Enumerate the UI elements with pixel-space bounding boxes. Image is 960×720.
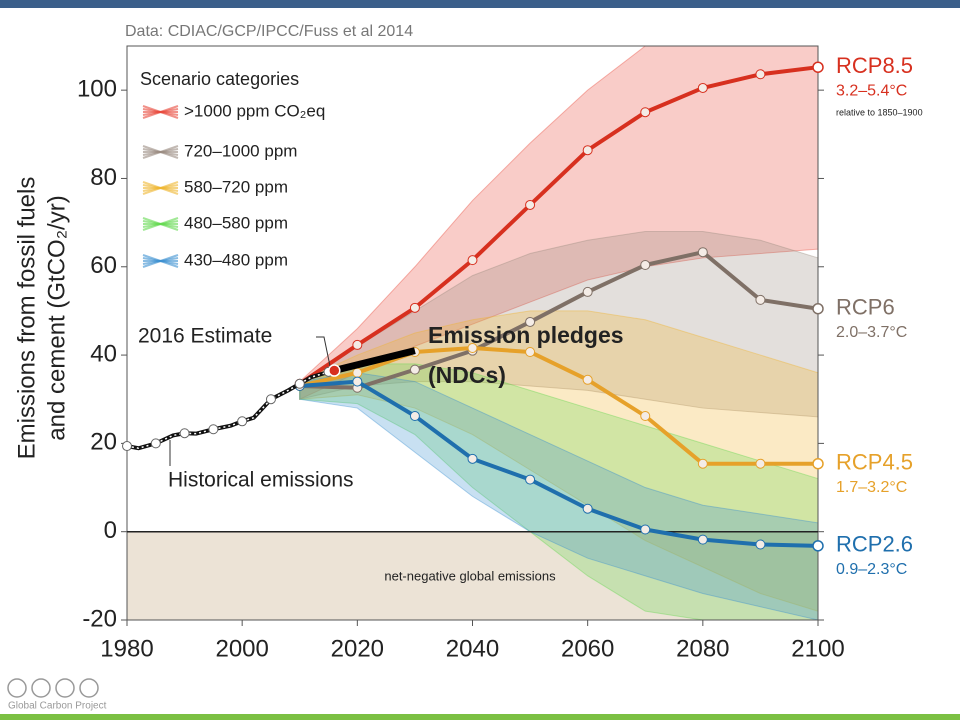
y-tick-label: 20 <box>90 429 117 456</box>
pledge-line <box>333 347 416 374</box>
series-point <box>640 260 651 271</box>
series-line <box>299 346 818 466</box>
y-axis-title: and cement (GtCO₂/yr) <box>43 195 70 440</box>
series-end <box>812 540 824 552</box>
legend-swatch <box>142 145 179 159</box>
legend-label: 580–720 ppm <box>184 177 288 196</box>
historical-point <box>150 438 161 449</box>
historical-point <box>294 378 305 389</box>
estimate-point <box>328 364 341 377</box>
series-point <box>409 364 420 375</box>
estimate-leader <box>316 336 331 368</box>
range-label: 0.9–2.3°C <box>836 561 907 578</box>
negative-region <box>127 531 818 620</box>
series-line <box>298 65 819 386</box>
series-point <box>582 145 593 156</box>
historical-point <box>208 424 219 435</box>
y-tick-label: 100 <box>77 75 117 102</box>
series-point <box>409 411 420 422</box>
series-point <box>525 199 536 210</box>
series-point <box>755 539 766 550</box>
series-point <box>697 82 708 93</box>
legend-label: RCP2.6 <box>836 532 913 557</box>
x-tick-label: 2060 <box>561 635 614 662</box>
series-point <box>697 247 708 258</box>
series-point <box>697 534 708 545</box>
historical-point <box>237 416 248 427</box>
historical-point <box>179 428 190 439</box>
source: Data: CDIAC/GCP/IPCC/Fuss et al 2014 <box>125 23 413 40</box>
legend-label: >1000 ppm CO₂eq <box>184 101 325 120</box>
legend-label: RCP6 <box>836 295 895 320</box>
series-end <box>812 457 824 470</box>
series-point <box>640 524 651 535</box>
pledge-label: Emission pledges <box>428 322 624 348</box>
series-point <box>582 503 593 514</box>
legend-swatch <box>142 217 179 231</box>
series-point <box>697 458 708 469</box>
y-tick-label: 80 <box>90 164 117 191</box>
legend-swatch <box>142 105 179 119</box>
legend-label: 720–1000 ppm <box>184 141 297 160</box>
series-point <box>755 69 766 80</box>
series-point <box>525 474 536 485</box>
series-point <box>525 316 536 327</box>
x-tick-label: 2020 <box>331 635 384 662</box>
range-label: 1.7–3.2°C <box>836 479 907 496</box>
negative-label: net-negative global emissions <box>384 568 556 583</box>
y-tick-label: 0 <box>104 517 117 544</box>
legend-label: 430–480 ppm <box>184 250 288 269</box>
series-point <box>352 339 363 350</box>
legend-swatch <box>142 181 179 195</box>
y-tick-label: 40 <box>90 340 117 367</box>
historical-label: Historical emissions <box>168 469 354 492</box>
legend-label: 480–580 ppm <box>184 213 288 232</box>
historical-point <box>265 394 276 405</box>
bottom-border <box>0 714 960 720</box>
cc-icons <box>7 678 99 698</box>
series-end <box>812 302 824 315</box>
footer: Global Carbon Project <box>8 701 107 712</box>
series-point <box>467 255 478 266</box>
series-point <box>755 294 766 305</box>
range-label: 2.0–3.7°C <box>836 324 907 341</box>
series-point <box>525 346 536 357</box>
y-tick-label: 60 <box>90 252 117 279</box>
series-line <box>299 250 819 390</box>
range-note: relative to 1850–1900 <box>836 108 923 118</box>
scenario-band <box>299 46 818 401</box>
y-tick-label: -20 <box>82 605 117 632</box>
series-point <box>582 286 593 297</box>
range-label: 3.2–5.4°C <box>836 82 907 99</box>
series-point <box>352 376 363 387</box>
series-point <box>640 411 651 422</box>
x-tick-label: 2080 <box>676 635 729 662</box>
pledge-label: (NDCs) <box>428 362 506 388</box>
series-point <box>582 374 593 385</box>
series-point <box>467 343 478 354</box>
series-point <box>467 453 478 464</box>
series-line <box>299 379 819 548</box>
series-point <box>640 107 651 118</box>
legend-swatch <box>142 254 179 268</box>
x-tick-label: 1980 <box>100 635 153 662</box>
legend-label: RCP8.5 <box>836 53 913 78</box>
legend-label: RCP4.5 <box>836 450 913 475</box>
x-tick-label: 2000 <box>215 635 268 662</box>
series-point <box>755 458 766 469</box>
x-tick-label: 2040 <box>446 635 499 662</box>
estimate-label: 2016 Estimate <box>138 325 272 348</box>
series-point <box>409 302 420 313</box>
top-border <box>0 0 960 8</box>
scenario-band <box>299 230 818 418</box>
y-axis-title: Emissions from fossil fuels <box>13 177 40 460</box>
series-point <box>352 367 363 378</box>
x-tick-label: 2100 <box>791 635 844 662</box>
legend-title: Scenario categories <box>140 69 299 89</box>
historical-point <box>122 441 132 452</box>
series-end <box>812 61 824 73</box>
